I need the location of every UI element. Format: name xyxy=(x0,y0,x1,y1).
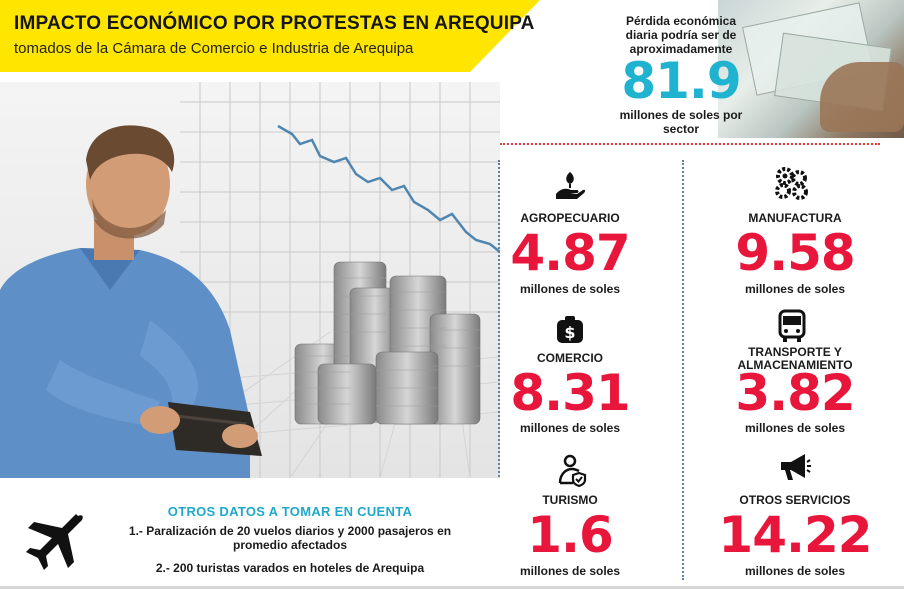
header-band xyxy=(0,0,540,72)
sector-value-agropecuario: 4.87 xyxy=(510,224,630,282)
red-dotted-divider xyxy=(500,143,880,145)
plant-in-hand-icon xyxy=(550,165,590,205)
column-divider-right xyxy=(682,160,684,580)
bottom-border xyxy=(0,586,904,589)
page-title: IMPACTO ECONÓMICO POR PROTESTAS EN AREQU… xyxy=(14,13,535,34)
sector-label-otros-servicios: OTROS SERVICIOS xyxy=(739,493,851,507)
sector-unit-agropecuario: millones de soles xyxy=(519,282,621,296)
sector-value-otros-servicios: 14.22 xyxy=(718,506,872,564)
sector-value-transporte: 3.82 xyxy=(735,364,855,422)
sector-unit-comercio: millones de soles xyxy=(519,421,621,435)
airplane-icon xyxy=(24,510,88,574)
svg-text:$: $ xyxy=(564,323,575,342)
sector-label-comercio: COMERCIO xyxy=(537,351,603,365)
sector-unit-manufactura: millones de soles xyxy=(744,282,846,296)
loss-value: 81.9 xyxy=(621,52,741,110)
loss-intro: Pérdida económica diaria podría ser de a… xyxy=(625,14,737,56)
sector-value-turismo: 1.6 xyxy=(527,506,614,564)
other-data-title: OTROS DATOS A TOMAR EN CUENTA xyxy=(167,504,413,519)
other-data-item-2: 2.- 200 turistas varados en hoteles de A… xyxy=(155,561,425,575)
other-data-item-1: 1.- Paralización de 20 vuelos diarios y … xyxy=(128,524,452,552)
background-scene xyxy=(0,82,500,478)
sector-unit-otros-servicios: millones de soles xyxy=(744,564,846,578)
sector-unit-transporte: millones de soles xyxy=(744,421,846,435)
sector-label-manufactura: MANUFACTURA xyxy=(748,211,842,225)
sector-label-transporte: TRANSPORTE Y ALMACENAMIENTO xyxy=(737,345,853,372)
sector-value-comercio: 8.31 xyxy=(510,364,630,422)
gears-icon xyxy=(772,163,812,203)
other-data-panel xyxy=(0,478,500,589)
column-divider-left xyxy=(498,160,500,580)
coin-stacks-graphic xyxy=(294,261,481,425)
loss-unit: millones de soles por sector xyxy=(619,108,743,136)
sector-label-turismo: TURISMO xyxy=(542,493,598,507)
tourist-icon xyxy=(552,450,592,490)
bus-icon xyxy=(772,306,812,346)
hand-photo xyxy=(820,62,904,132)
sector-value-manufactura: 9.58 xyxy=(735,224,855,282)
money-bag-icon: $ xyxy=(550,310,590,350)
worried-man-photo xyxy=(0,125,262,478)
page-subtitle: tomados de la Cámara de Comercio e Indus… xyxy=(14,40,414,57)
sector-label-agropecuario: AGROPECUARIO xyxy=(520,211,620,225)
sector-unit-turismo: millones de soles xyxy=(519,564,621,578)
megaphone-icon xyxy=(774,447,814,487)
